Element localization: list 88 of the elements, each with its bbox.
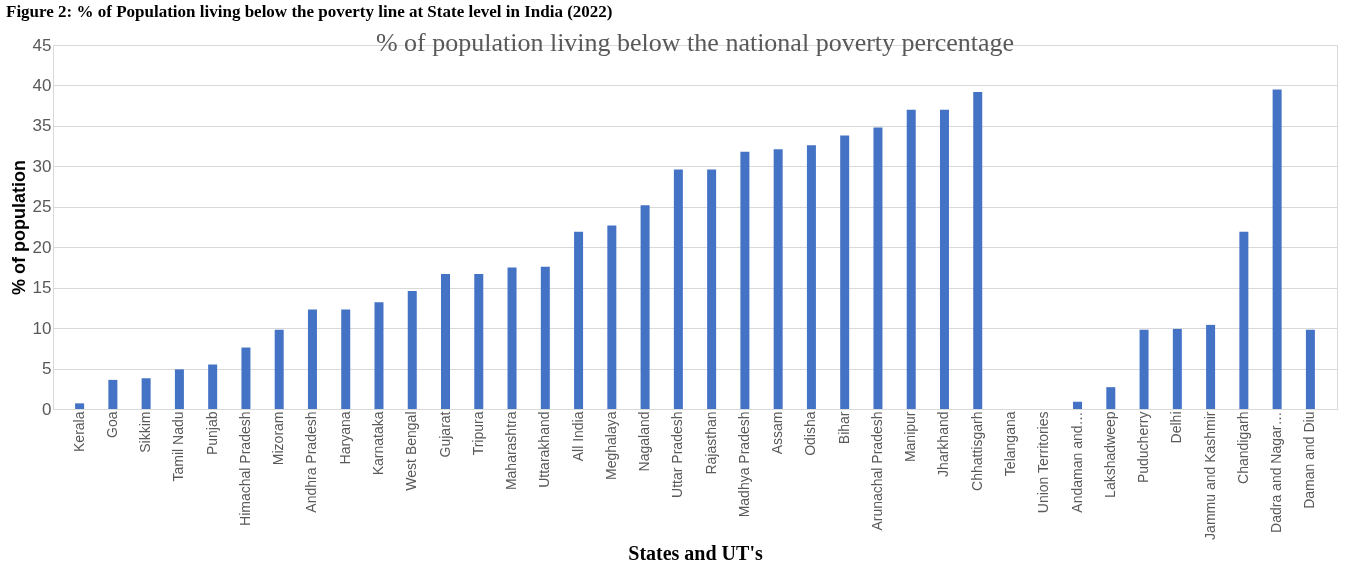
y-tick-label: 20	[32, 237, 52, 257]
x-tick-label: Telangana	[1002, 411, 1019, 477]
bar	[607, 225, 617, 409]
y-tick-label: 0	[42, 399, 52, 419]
caption: Figure 2: % of Population living below the poverty line at State level in India (2022)	[5, 1, 614, 23]
bar	[640, 205, 650, 409]
y-tick-label: 15	[32, 278, 52, 298]
bar	[174, 369, 184, 409]
x-tick-label: All India	[569, 411, 586, 462]
bar	[973, 91, 983, 409]
x-tick-label: Dadra and Nagar…	[1268, 411, 1285, 533]
x-tick-label: Union Territories	[1035, 411, 1052, 514]
bar	[806, 145, 816, 409]
bar	[108, 379, 118, 409]
bar	[906, 109, 916, 409]
x-tick-label: Jammu and Kashmir	[1201, 411, 1218, 540]
x-tick-label: Himachal Pradesh	[236, 411, 253, 526]
x-tick-label: Tamil Nadu	[170, 411, 187, 482]
bar	[341, 309, 351, 409]
bar	[208, 364, 218, 409]
x-tick-label: Manipur	[902, 411, 919, 463]
x-tick-label: Kerala	[70, 411, 87, 452]
x-tick-label: West Bengal	[403, 411, 420, 491]
x-tick-label: Arunachal Pradesh	[868, 411, 885, 531]
y-tick-label: 30	[32, 156, 52, 176]
bar	[441, 273, 451, 409]
bar	[1239, 231, 1249, 409]
x-tick-label: Assam	[769, 411, 786, 455]
y-tick-label: 10	[32, 318, 52, 338]
x-tick-label: Karnataka	[369, 411, 386, 476]
bar	[1172, 328, 1182, 409]
chart-title: % of population living below the national poverty percentage	[375, 28, 1015, 57]
bar	[673, 169, 683, 409]
bar	[507, 267, 517, 409]
x-tick-label: Odisha	[802, 411, 819, 456]
x-tick-label: Andaman and…	[1068, 411, 1085, 513]
bar	[274, 329, 284, 409]
y-tick-label: 40	[32, 75, 52, 95]
x-tick-label: Bihar	[835, 411, 852, 445]
bar	[141, 378, 151, 409]
bar	[241, 347, 251, 409]
bar	[939, 109, 949, 409]
bar	[873, 127, 883, 409]
bar	[1206, 324, 1216, 409]
bar	[1305, 329, 1315, 409]
x-tick-label: Andhra Pradesh	[303, 411, 320, 513]
bar	[407, 290, 417, 409]
x-tick-label: Mizoram	[270, 411, 287, 466]
x-tick-label: Lakshadweep	[1101, 411, 1118, 498]
x-tick-label: Madhya Pradesh	[735, 411, 752, 518]
y-tick-label: 45	[32, 35, 52, 55]
x-tick-label: Delhi	[1168, 411, 1185, 444]
x-tick-label: Haryana	[336, 411, 353, 465]
bar	[75, 403, 85, 409]
x-tick-label: Punjab	[203, 411, 220, 456]
bar	[1073, 401, 1083, 409]
x-tick-label: Chhattisgarh	[968, 411, 985, 491]
bar	[1106, 387, 1116, 409]
x-tick-label: Rajasthan	[702, 411, 719, 475]
y-tick-label: 5	[42, 359, 52, 379]
x-axis-title: States and UT's	[628, 541, 763, 564]
x-tick-label: Nagaland	[636, 411, 653, 472]
bar	[773, 149, 783, 409]
x-tick-label: Gujarat	[436, 411, 453, 458]
x-tick-label: Daman and Diu	[1301, 411, 1318, 509]
x-tick-label: Sikkim	[137, 411, 154, 453]
bar	[1139, 329, 1149, 409]
bar	[374, 302, 384, 409]
bar	[740, 151, 750, 409]
y-tick-label: 35	[32, 116, 52, 136]
bar	[840, 135, 850, 409]
y-tick-label: 25	[32, 197, 52, 217]
x-tick-label: Jharkhand	[935, 411, 952, 477]
bar	[574, 231, 584, 409]
bar	[540, 266, 550, 409]
x-tick-label: Chandigarh	[1234, 411, 1251, 484]
x-tick-label: Uttar Pradesh	[669, 411, 686, 498]
x-tick-label: Uttarakhand	[536, 411, 553, 488]
bar	[1272, 89, 1282, 409]
bar	[474, 273, 484, 409]
bar	[307, 309, 317, 409]
x-tick-label: Tripura	[469, 411, 486, 456]
y-axis-title: % of population	[8, 160, 29, 295]
x-tick-label: Puducherry	[1135, 411, 1152, 484]
bar	[707, 169, 717, 409]
x-tick-label: Maharashtra	[503, 411, 520, 491]
x-tick-label: Meghalaya	[602, 411, 619, 480]
x-tick-label: Goa	[103, 411, 120, 438]
